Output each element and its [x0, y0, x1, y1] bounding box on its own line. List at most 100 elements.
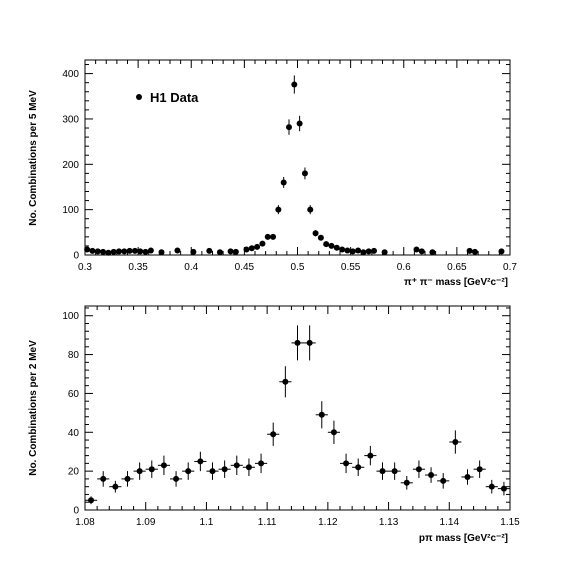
bottom-panel: 1.08 1.09 1.1 1.11 1.12 1.13 1.14 1.15 0 20 40 60 80… [28, 305, 520, 544]
top-x-tick-label: 0.65 [447, 262, 467, 273]
top-data-marker [466, 247, 473, 254]
top-data-marker [227, 248, 234, 255]
top-data-marker [471, 248, 478, 255]
top-data-point [371, 247, 377, 254]
top-y-tick-label: 200 [62, 160, 79, 171]
top-data-marker [248, 245, 255, 252]
top-data-point [339, 246, 346, 253]
top-data-marker [137, 248, 144, 255]
top-data-marker [381, 249, 388, 256]
top-data-marker [307, 206, 314, 213]
bottom-data-point [170, 471, 183, 487]
bottom-data-point [121, 471, 134, 487]
top-data-marker [126, 247, 133, 254]
top-data-point [89, 247, 96, 254]
top-data-point [121, 248, 128, 255]
top-plot-frame [84, 59, 511, 256]
top-data-point [413, 246, 420, 253]
bottom-x-tick-label: 1.08 [75, 517, 95, 528]
top-x-tick-label: 0.7 [503, 262, 517, 273]
top-data-point [333, 244, 340, 251]
top-data-marker [131, 247, 138, 254]
top-x-tick-label: 0.6 [397, 262, 411, 273]
top-data-marker [110, 248, 117, 255]
bottom-data-marker [112, 483, 119, 490]
top-data-marker [116, 248, 122, 255]
top-data-point [291, 75, 298, 94]
top-data-marker [264, 233, 271, 240]
bottom-data-point [230, 455, 243, 476]
bottom-x-axis-title: pπ mass [GeV²c⁻²] [419, 533, 508, 544]
bottom-data-point [364, 445, 377, 466]
bottom-data-point [291, 325, 304, 361]
bottom-data-marker [258, 460, 265, 467]
top-data-point [264, 233, 271, 240]
top-data-point [471, 248, 478, 255]
bottom-x-tick-label: 1.09 [136, 517, 156, 528]
bottom-data-marker [428, 472, 435, 479]
bottom-data-point [194, 451, 207, 472]
top-data-marker [105, 249, 112, 256]
top-data-marker [158, 249, 165, 256]
top-data-point [248, 245, 255, 252]
bottom-data-marker [379, 468, 386, 475]
top-data-point [105, 249, 112, 256]
top-data-marker [328, 242, 335, 249]
top-data-point [158, 249, 165, 256]
bottom-data-point [157, 455, 170, 476]
bottom-data-point [267, 422, 280, 446]
bottom-data-marker [124, 475, 131, 482]
top-data-point [190, 248, 197, 255]
top-data-point [418, 248, 425, 255]
top-data-marker [371, 247, 377, 254]
bottom-data-point [340, 453, 353, 474]
top-y-tick-label: 300 [62, 114, 79, 125]
bottom-data-marker [391, 468, 398, 475]
top-data-marker [190, 248, 197, 255]
bottom-x-tick-label: 1.12 [318, 517, 338, 528]
top-data-marker [296, 120, 303, 127]
bottom-data-marker [464, 473, 471, 480]
bottom-data-point [97, 471, 110, 487]
bottom-data-marker [294, 339, 301, 346]
top-data-point [328, 242, 335, 249]
bottom-x-tick-label: 1.11 [258, 517, 277, 528]
bottom-data-point [182, 462, 195, 480]
top-data-point [429, 249, 436, 256]
top-data-marker [84, 246, 91, 253]
top-data-point [259, 240, 266, 247]
bottom-x-tick-label: 1.15 [500, 517, 520, 528]
bottom-y-tick-label: 80 [68, 350, 80, 361]
bottom-data-point [315, 401, 328, 429]
bottom-data-marker [476, 466, 483, 473]
bottom-x-tick-label: 1.14 [440, 517, 460, 528]
top-data-point [301, 167, 308, 180]
bottom-data-marker [318, 411, 325, 418]
bottom-y-tick-label: 60 [68, 389, 80, 400]
top-data-point [280, 177, 287, 188]
bottom-data-point [437, 473, 450, 489]
bottom-data-point [449, 430, 462, 454]
top-x-axis-title: π⁺ π⁻ mass [GeV²c⁻²] [404, 277, 508, 288]
bottom-data-point [303, 325, 316, 361]
top-data-point [312, 230, 319, 237]
bottom-data-point [109, 480, 122, 493]
bottom-data-point [473, 460, 486, 478]
bottom-data-point [206, 462, 219, 480]
bottom-data-point [497, 481, 510, 496]
bottom-data-point [218, 460, 231, 478]
bottom-data-point [461, 469, 474, 485]
bottom-data-point [327, 420, 340, 444]
bottom-y-axis-title: No. Combinations per 2 MeV [28, 340, 39, 476]
top-data-point [317, 234, 324, 241]
top-data-marker [275, 206, 282, 213]
top-data-marker [121, 248, 128, 255]
bottom-data-point [85, 496, 98, 505]
bottom-data-marker [88, 497, 95, 504]
top-data-marker [89, 247, 96, 254]
bottom-data-point [376, 462, 389, 480]
top-data-point [323, 241, 330, 248]
top-data-marker [365, 248, 372, 255]
top-data-marker [301, 170, 308, 177]
